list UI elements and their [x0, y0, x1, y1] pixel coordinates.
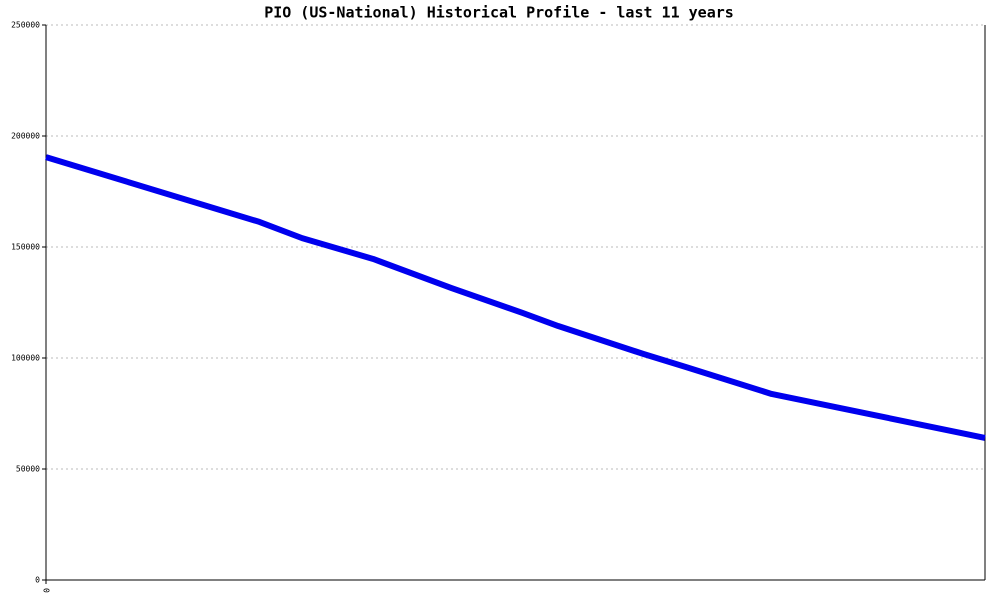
- y-tick-label: 0: [35, 576, 40, 585]
- y-tick-label: 100000: [11, 354, 40, 363]
- y-tick-label: 200000: [11, 132, 40, 141]
- y-tick-label: 150000: [11, 243, 40, 252]
- y-tick-label: 50000: [16, 465, 40, 474]
- line: [45, 154, 986, 441]
- y-tick-label: 250000: [11, 21, 40, 30]
- chart-title: PIO (US-National) Historical Profile - l…: [264, 4, 734, 22]
- x-tick-label: 0: [42, 588, 51, 593]
